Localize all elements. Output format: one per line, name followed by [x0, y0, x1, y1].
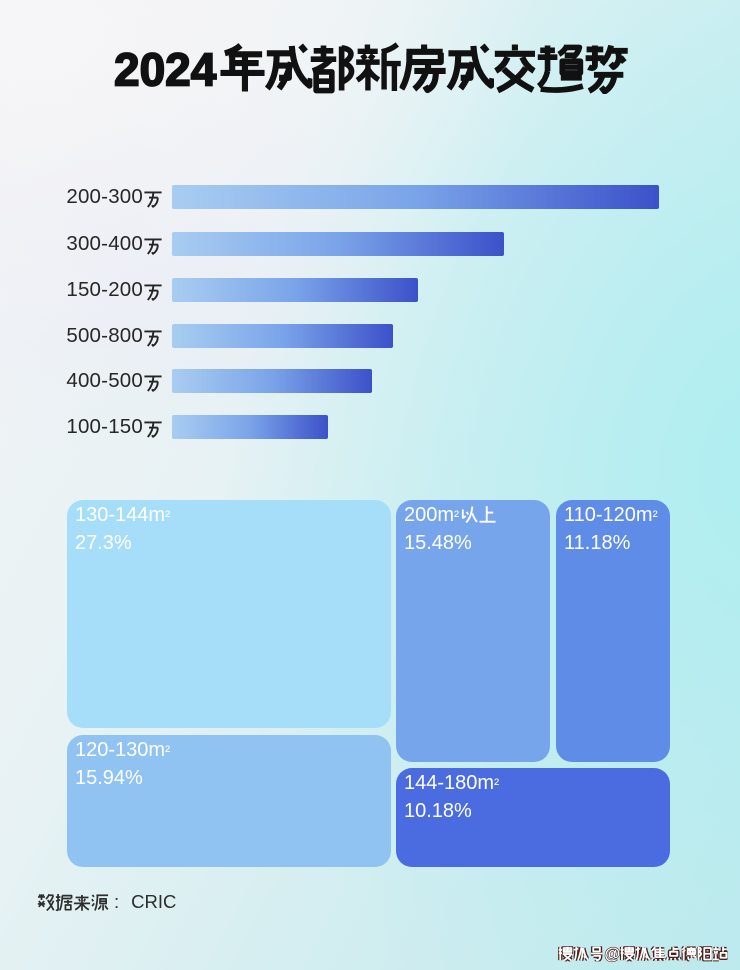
svg-text:@: @ [604, 945, 620, 963]
svg-text:2024: 2024 [114, 44, 217, 96]
